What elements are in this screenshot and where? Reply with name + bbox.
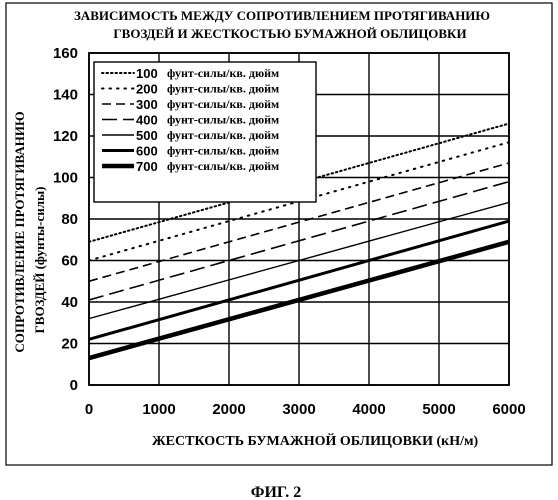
legend-label-unit-100: фунт-силы/кв. дюйм [167,66,279,80]
legend-label-num-600: 600 [136,144,158,159]
y-axis-label-line-1: СОПРОТИВЛЕНИЕ ПРОТЯГИВАНИЮ [12,111,27,352]
x-tick-label-4: 4000 [352,401,385,418]
legend-label-num-100: 100 [136,66,158,81]
y-tick-label-6: 120 [53,128,78,145]
x-tick-label-6: 6000 [492,401,525,418]
legend-label-unit-600: фунт-силы/кв. дюйм [167,144,279,158]
legend-label-num-700: 700 [136,159,158,174]
chart-title-line-2: ГВОЗДЕЙ И ЖЕСТКОСТЬЮ БУМАЖНОЙ ОБЛИЦОВКИ [113,26,466,41]
plot-area: 0 1000 2000 3000 4000 5000 6000 0 20 40 60 80 100 120… [53,45,526,418]
legend-label-num-400: 400 [136,113,158,128]
x-axis-label: ЖЕСТКОСТЬ БУМАЖНОЙ ОБЛИЦОВКИ (кН/м) [152,432,479,449]
y-tick-label-2: 40 [61,294,78,311]
legend-label-num-200: 200 [136,82,158,97]
x-tick-label-0: 0 [85,401,93,418]
chart-title-line-1: ЗАВИСИМОСТЬ МЕЖДУ СОПРОТИВЛЕНИЕМ ПРОТЯГИ… [74,8,490,23]
x-tick-label-3: 3000 [282,401,315,418]
figure-caption: ФИГ. 2 [251,484,302,500]
legend-label-unit-700: фунт-силы/кв. дюйм [167,159,279,173]
legend-label-unit-200: фунт-силы/кв. дюйм [167,82,279,96]
y-tick-label-5: 100 [53,170,78,187]
y-tick-label-4: 80 [61,211,78,228]
x-tick-label-1: 1000 [142,401,175,418]
legend-label-num-500: 500 [136,128,158,143]
legend-label-num-300: 300 [136,97,158,112]
x-tick-label-5: 5000 [422,401,455,418]
legend-label-unit-400: фунт-силы/кв. дюйм [167,113,279,127]
y-tick-label-1: 20 [61,336,78,353]
y-axis-label-line-2: ГВОЗДЕЙ (фунты-силы) [32,187,47,334]
y-tick-label-0: 0 [70,377,78,394]
x-tick-label-2: 2000 [212,401,245,418]
y-tick-label-7: 140 [53,87,78,104]
y-tick-label-3: 60 [61,253,78,270]
y-tick-label-8: 160 [53,45,78,62]
legend-label-unit-500: фунт-силы/кв. дюйм [167,128,279,142]
legend-label-unit-300: фунт-силы/кв. дюйм [167,97,279,111]
